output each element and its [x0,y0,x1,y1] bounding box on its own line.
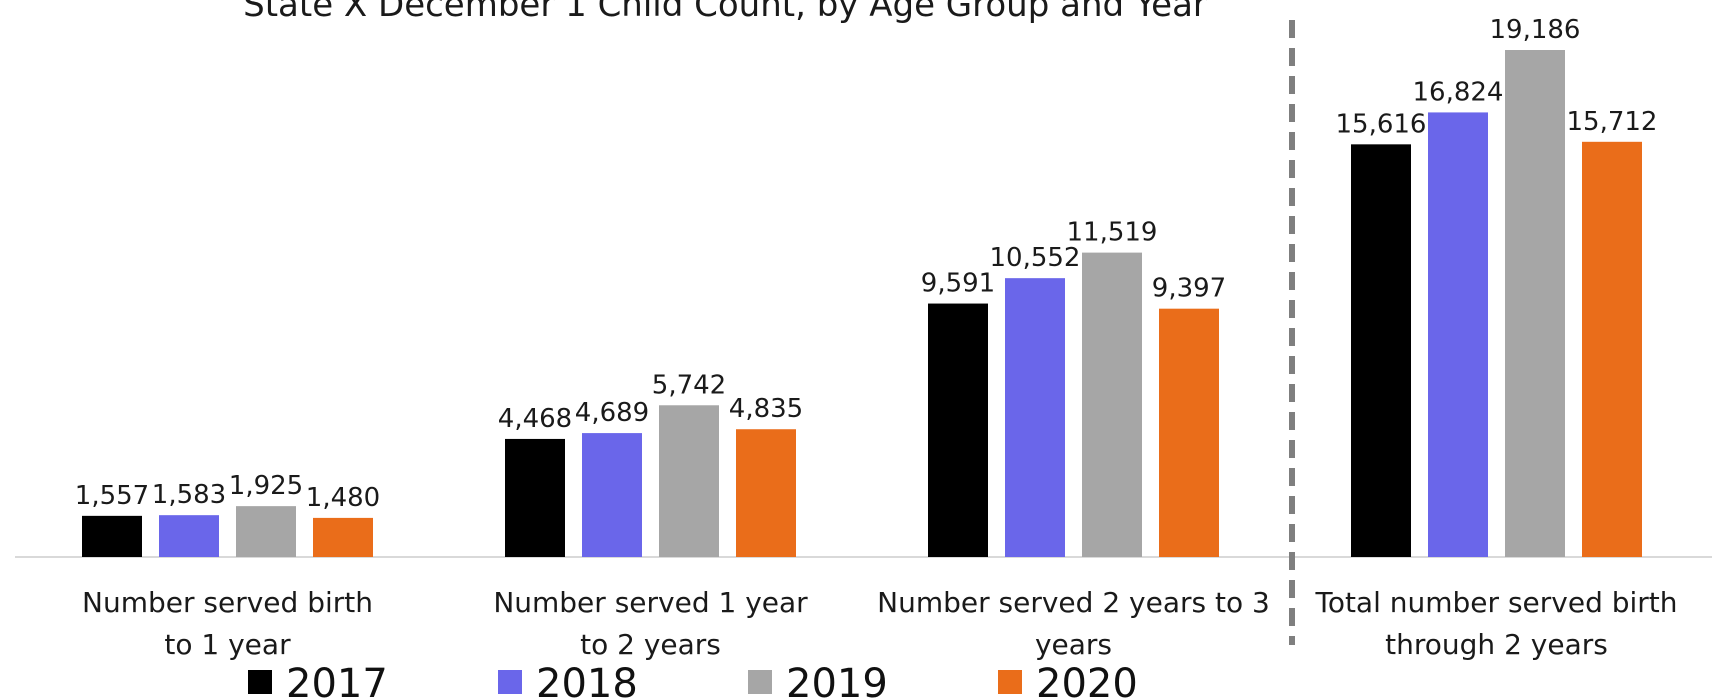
bar-2020-cat1 [313,517,373,557]
data-labels-layer: 1,557 4,468 9,591 15,616 1,583 4,689 10,552 16,… [75,15,1658,513]
chart-title: State X December 1 Child Count, by Age G… [243,0,1207,25]
category-label-4-line-1: Total number served birth [1314,586,1677,619]
category-labels-layer: Number served birth to 1 year Number serve… [82,586,1678,661]
data-label-2018-cat4: 16,824 [1413,77,1504,107]
data-label-2019-cat2: 5,742 [652,370,726,400]
category-label-2-line-1: Number served 1 year [493,586,808,619]
data-label-2018-cat3: 10,552 [990,243,1081,273]
data-label-2020-cat3: 9,397 [1152,274,1226,304]
data-label-2019-cat3: 11,519 [1067,218,1158,248]
data-label-2019-cat1: 1,925 [229,471,303,501]
data-label-2017-cat4: 15,616 [1336,109,1427,139]
bar-2019-cat4 [1505,50,1565,557]
data-label-2019-cat4: 19,186 [1490,15,1581,45]
category-label-4-line-2: through 2 years [1385,628,1608,661]
bar-2017-cat4 [1351,144,1411,557]
data-label-2018-cat1: 1,583 [152,480,226,510]
legend-swatch-2019 [748,670,772,694]
bar-2018-cat3 [1005,278,1065,557]
data-label-2017-cat3: 9,591 [921,269,995,299]
bar-2018-cat2 [582,433,642,557]
bar-2018-cat1 [159,515,219,557]
legend-swatch-2018 [498,670,522,694]
bar-2017-cat2 [505,438,565,557]
category-label-1-line-2: to 1 year [164,628,291,661]
bar-2019-cat3 [1082,252,1142,558]
data-label-2018-cat2: 4,689 [575,398,649,428]
legend-label-2020: 2020 [1036,661,1138,700]
bars-layer [82,50,1642,558]
bar-2017-cat1 [82,515,142,557]
bar-2017-cat3 [928,303,988,557]
bar-2020-cat3 [1159,308,1219,557]
bar-2019-cat2 [659,405,719,557]
legend: 2017 2018 2019 2020 [248,661,1138,700]
data-label-2020-cat4: 15,712 [1567,107,1658,137]
category-label-2-line-2: to 2 years [580,628,721,661]
data-label-2017-cat1: 1,557 [75,481,149,511]
legend-label-2019: 2019 [786,661,888,700]
category-label-3-line-1: Number served 2 years to 3 [877,586,1270,619]
category-label-1-line-1: Number served birth [82,586,373,619]
data-label-2017-cat2: 4,468 [498,404,572,434]
bar-2018-cat4 [1428,112,1488,557]
legend-swatch-2020 [998,670,1022,694]
legend-swatch-2017 [248,670,272,694]
bar-2020-cat2 [736,429,796,557]
data-label-2020-cat2: 4,835 [729,394,803,424]
legend-label-2018: 2018 [536,661,638,700]
legend-label-2017: 2017 [286,661,388,700]
bar-2019-cat1 [236,506,296,557]
bar-2020-cat4 [1582,141,1642,557]
data-label-2020-cat1: 1,480 [306,483,380,513]
category-label-3-line-2: years [1035,628,1112,661]
